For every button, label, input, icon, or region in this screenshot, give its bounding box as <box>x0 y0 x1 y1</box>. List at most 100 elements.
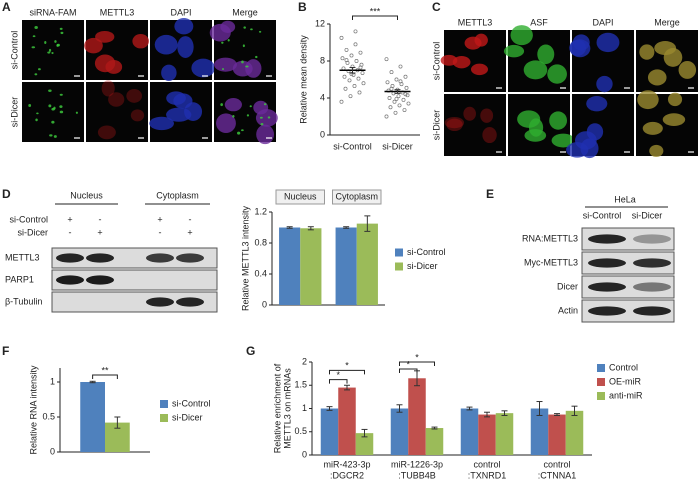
bar <box>338 387 356 455</box>
cell <box>32 35 36 38</box>
significance-bracket <box>329 379 348 384</box>
panel-label: D <box>2 187 11 201</box>
panel-label: B <box>298 0 307 14</box>
error-bar <box>501 410 508 416</box>
cell <box>637 90 659 110</box>
band <box>56 253 84 263</box>
legend-swatch <box>597 378 605 386</box>
sign: - <box>99 214 102 224</box>
cell <box>31 46 36 49</box>
micrograph <box>22 82 84 142</box>
band <box>146 253 174 263</box>
y-tick-label: 0 <box>320 129 325 139</box>
micrograph <box>444 94 506 156</box>
cell <box>154 34 178 55</box>
y-axis-label: Relative mean density <box>298 35 308 124</box>
data-point <box>404 85 409 90</box>
bar <box>80 382 105 452</box>
data-point <box>398 79 403 84</box>
sign: + <box>97 227 102 237</box>
y-tick-label: 0.8 <box>254 237 267 247</box>
cell <box>49 134 53 137</box>
cell <box>221 41 224 44</box>
bar <box>335 227 357 305</box>
error-bar <box>364 215 371 232</box>
cell <box>28 103 32 107</box>
data-point <box>389 86 394 91</box>
cell <box>232 114 235 118</box>
error-bar <box>536 401 543 416</box>
error-bar <box>344 384 350 391</box>
group-header: Cytoplasm <box>335 191 378 201</box>
band <box>633 234 671 244</box>
cell <box>220 103 223 107</box>
band-label: METTL3 <box>5 252 40 262</box>
cell <box>258 30 262 33</box>
cell <box>256 124 275 145</box>
band <box>633 282 671 292</box>
cell <box>649 144 664 158</box>
bar <box>300 228 322 305</box>
data-point <box>360 71 365 75</box>
data-point <box>392 99 397 104</box>
significance: * <box>345 361 349 371</box>
y-axis-label: Relative METTL3 intensity <box>240 205 250 311</box>
significance: * <box>415 352 419 362</box>
data-point <box>349 71 354 76</box>
data-point <box>353 29 358 34</box>
panel-label: G <box>246 344 255 358</box>
blot <box>581 299 675 323</box>
group-header: Nucleus <box>284 191 317 201</box>
data-point <box>401 97 406 102</box>
group-header-box <box>275 189 325 205</box>
data-point <box>356 76 361 81</box>
y-tick-label: 0.4 <box>254 268 267 278</box>
bar <box>279 227 301 305</box>
cell <box>59 105 63 108</box>
cell <box>480 108 494 123</box>
cell <box>48 89 52 93</box>
condition-label: si-Dicer <box>18 227 49 237</box>
cell <box>474 33 488 47</box>
column-header: METTL3 <box>100 7 135 17</box>
x-tick-label: control <box>543 459 570 469</box>
data-point <box>397 103 402 108</box>
blot <box>51 269 218 291</box>
band <box>176 253 204 263</box>
band <box>633 258 671 268</box>
data-point <box>394 77 399 82</box>
data-point <box>387 96 392 100</box>
y-tick-label: 1.2 <box>254 206 267 216</box>
column-header: Merge <box>654 17 680 27</box>
cell <box>662 113 686 126</box>
x-tick-label: :DGCR2 <box>330 470 364 480</box>
legend-swatch <box>395 262 403 271</box>
significance: * <box>336 370 340 380</box>
cell <box>470 63 489 76</box>
cell <box>237 131 241 135</box>
data-point <box>339 99 344 104</box>
data-point <box>389 70 394 75</box>
cell <box>44 41 47 44</box>
y-tick-label: 4 <box>320 92 325 102</box>
cell <box>551 133 575 148</box>
micrograph <box>22 20 84 80</box>
band-label: β-Tubulin <box>5 296 42 306</box>
cell <box>191 58 216 78</box>
data-point <box>385 80 390 85</box>
cell <box>38 68 41 71</box>
legend-label: si-Dicer <box>172 412 203 422</box>
cell <box>241 129 244 132</box>
cell <box>647 69 667 86</box>
band <box>86 253 114 263</box>
data-point <box>354 59 359 63</box>
bar <box>408 378 426 455</box>
sign: + <box>67 214 72 224</box>
cell <box>126 89 143 103</box>
error-bar <box>307 226 314 231</box>
cell <box>580 138 599 159</box>
significance-bracket <box>329 369 365 375</box>
cell <box>524 129 547 142</box>
cell <box>596 32 620 53</box>
cell <box>243 26 246 29</box>
